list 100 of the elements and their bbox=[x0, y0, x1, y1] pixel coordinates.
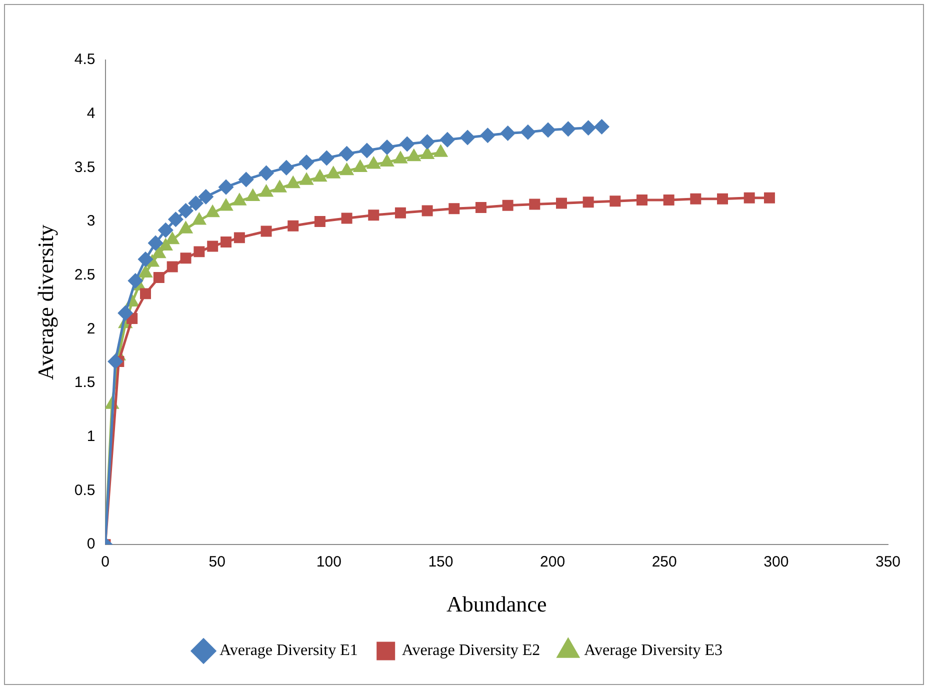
point bbox=[744, 192, 755, 204]
point bbox=[108, 354, 123, 369]
point bbox=[178, 204, 194, 218]
point bbox=[354, 160, 367, 172]
point bbox=[260, 185, 273, 197]
point bbox=[319, 150, 334, 166]
point bbox=[279, 160, 294, 175]
point bbox=[582, 196, 594, 208]
point bbox=[529, 198, 540, 210]
point bbox=[420, 134, 435, 150]
point bbox=[480, 128, 495, 143]
point bbox=[326, 166, 340, 178]
point bbox=[341, 212, 352, 224]
point bbox=[394, 152, 407, 164]
x-tick-label: 350 bbox=[875, 554, 901, 571]
point bbox=[581, 120, 596, 136]
point bbox=[380, 140, 394, 154]
point bbox=[422, 205, 433, 216]
point bbox=[300, 173, 313, 185]
point bbox=[159, 239, 172, 251]
y-tick-label: 3.5 bbox=[74, 158, 96, 176]
point bbox=[166, 261, 178, 272]
point bbox=[207, 240, 218, 252]
point bbox=[434, 145, 448, 157]
y-tick-label: 4 bbox=[86, 104, 96, 122]
point bbox=[153, 272, 164, 284]
point bbox=[368, 210, 380, 221]
point bbox=[314, 216, 326, 228]
point bbox=[636, 194, 648, 206]
point bbox=[314, 170, 326, 182]
y-tick-label: 1.5 bbox=[74, 374, 96, 392]
y-tick-label: 0 bbox=[86, 536, 96, 553]
point bbox=[764, 192, 775, 204]
point bbox=[259, 166, 274, 180]
point bbox=[188, 196, 204, 210]
point bbox=[218, 180, 234, 194]
point bbox=[460, 130, 475, 145]
point bbox=[198, 190, 214, 204]
y-tick-label: 4.5 bbox=[74, 51, 96, 68]
point bbox=[168, 212, 183, 227]
point bbox=[663, 194, 674, 206]
point bbox=[273, 180, 286, 192]
x-tick-label: 250 bbox=[652, 554, 677, 571]
point bbox=[234, 232, 245, 244]
point bbox=[400, 136, 414, 152]
legend-label: Average Diversity E1 bbox=[220, 642, 358, 660]
point bbox=[500, 126, 516, 140]
point bbox=[118, 306, 133, 320]
point bbox=[260, 226, 272, 237]
y-tick-label: 2.5 bbox=[74, 266, 96, 284]
point bbox=[594, 120, 609, 134]
point bbox=[440, 132, 455, 147]
point bbox=[180, 252, 192, 264]
y-tick-label: 0.5 bbox=[74, 482, 96, 499]
point bbox=[288, 220, 299, 232]
point bbox=[340, 164, 354, 176]
point bbox=[139, 266, 152, 278]
point bbox=[128, 274, 143, 288]
legend-label: Average Diversity E3 bbox=[584, 642, 722, 660]
x-tick-label: 300 bbox=[764, 554, 789, 571]
y-axis-title: Average diversity bbox=[32, 224, 58, 380]
point bbox=[220, 199, 232, 211]
point bbox=[560, 122, 576, 136]
point bbox=[502, 200, 514, 211]
point bbox=[540, 122, 556, 138]
point bbox=[610, 196, 621, 207]
point bbox=[220, 236, 232, 248]
x-tick-label: 100 bbox=[316, 554, 342, 571]
x-tick-label: 0 bbox=[101, 554, 110, 571]
point bbox=[179, 222, 192, 234]
point bbox=[717, 193, 728, 204]
point bbox=[246, 190, 260, 202]
point bbox=[194, 246, 205, 258]
point bbox=[286, 176, 300, 188]
point bbox=[206, 206, 220, 218]
y-tick-label: 1 bbox=[86, 428, 96, 446]
point bbox=[367, 157, 380, 169]
point bbox=[420, 148, 434, 160]
point bbox=[394, 207, 406, 218]
point bbox=[340, 146, 354, 161]
point bbox=[380, 155, 394, 167]
point bbox=[166, 232, 179, 244]
point bbox=[238, 172, 254, 187]
x-axis-title: Abundance bbox=[446, 592, 547, 617]
legend-label: Average Diversity E2 bbox=[402, 642, 540, 660]
point bbox=[475, 202, 486, 214]
x-tick-label: 150 bbox=[428, 554, 454, 571]
point bbox=[138, 252, 153, 266]
y-tick-label: 3 bbox=[86, 212, 96, 230]
point bbox=[140, 288, 151, 300]
point bbox=[556, 198, 567, 209]
y-tick-label: 2 bbox=[86, 320, 96, 338]
x-tick-label: 200 bbox=[540, 554, 566, 571]
point bbox=[448, 203, 460, 214]
point bbox=[520, 124, 536, 140]
point bbox=[192, 213, 206, 225]
point bbox=[407, 150, 420, 162]
point bbox=[148, 236, 163, 250]
x-tick-label: 50 bbox=[208, 554, 226, 571]
point bbox=[690, 193, 702, 204]
